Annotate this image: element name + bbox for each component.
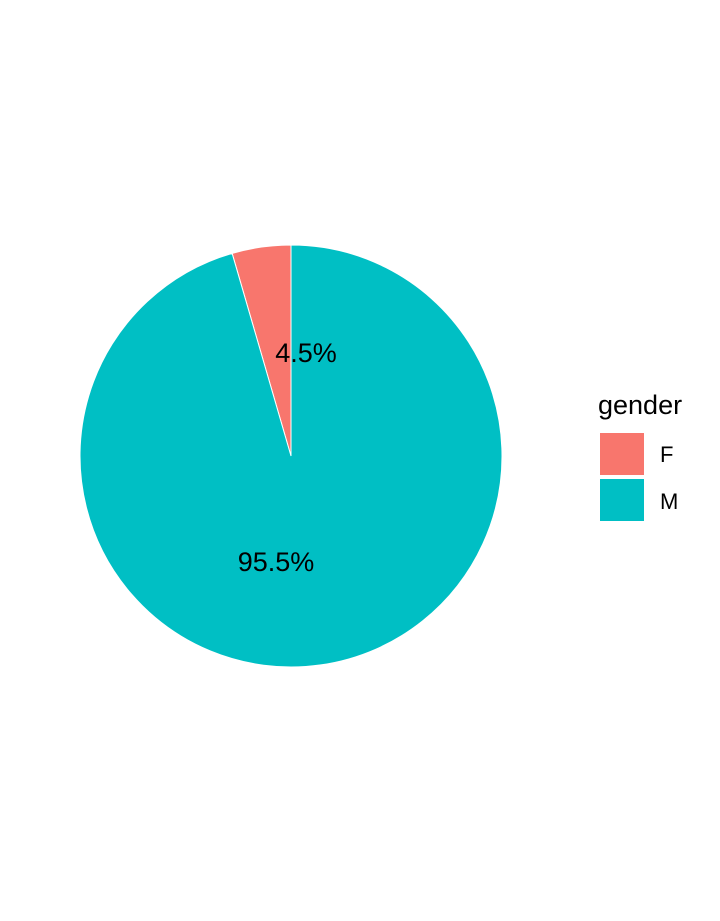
legend: gender F M <box>598 390 682 521</box>
pie-label-m: 95.5% <box>238 547 315 577</box>
legend-label-m: M <box>660 489 678 514</box>
pie-slices <box>79 244 503 668</box>
legend-label-f: F <box>660 442 673 467</box>
legend-key-m <box>600 479 644 521</box>
pie-label-f: 4.5% <box>275 338 337 368</box>
legend-title: gender <box>598 390 682 420</box>
pie-slice-m <box>79 244 503 668</box>
pie-slice-labels: 4.5% 95.5% <box>238 338 337 577</box>
legend-key-f <box>600 433 644 475</box>
